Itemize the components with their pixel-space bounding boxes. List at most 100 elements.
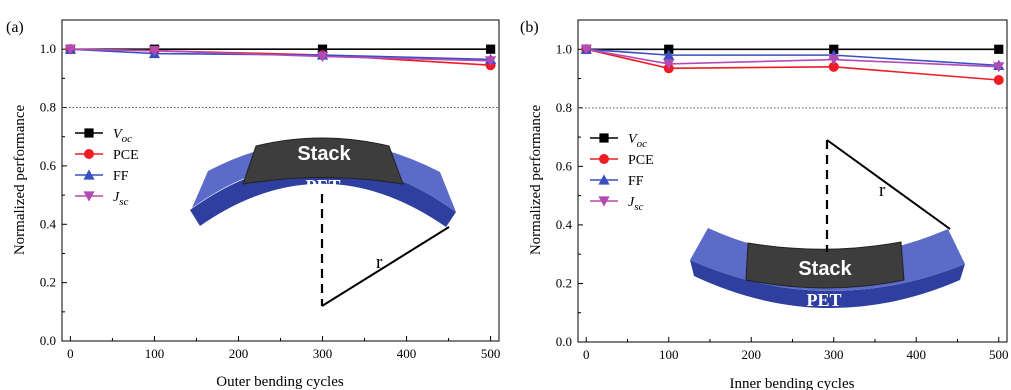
y-tick-label: 0.2 (556, 275, 572, 290)
data-point (64, 44, 77, 55)
data-point (828, 61, 839, 72)
x-axis-title: Outer bending cycles (216, 374, 344, 390)
panel-label: (a) (6, 19, 24, 36)
data-point (148, 46, 161, 57)
y-tick-label: 0.4 (40, 216, 57, 231)
data-point (994, 44, 1004, 54)
radius-label: r (376, 252, 383, 273)
legend-item-jsc: Jsc (75, 190, 128, 208)
pet-substrate-front (690, 260, 965, 309)
x-axis-title: Inner bending cycles (730, 376, 855, 390)
legend: Voc PCE FF Jsc (590, 132, 654, 213)
x-tick-label: 100 (145, 346, 165, 361)
radius-label: r (879, 180, 886, 201)
legend-marker (599, 154, 609, 164)
series-ff (580, 43, 1005, 70)
y-tick-label: 1.0 (40, 41, 56, 56)
legend-marker (84, 149, 94, 159)
data-point (828, 54, 840, 66)
y-tick-label: 0.2 (40, 275, 56, 290)
data-point (316, 51, 329, 63)
y-tick-label: 0.4 (556, 217, 573, 232)
legend-item-voc: Voc (590, 132, 647, 150)
data-point (829, 44, 839, 54)
series-jsc (64, 44, 497, 67)
legend-item-jsc: Jsc (590, 195, 643, 213)
series-layer (64, 43, 497, 71)
legend-item-ff: FF (590, 174, 644, 189)
y-tick-label: 0.6 (40, 158, 57, 173)
y-tick-label: 0.8 (556, 100, 572, 115)
legend-item-voc: Voc (75, 127, 132, 145)
data-point (993, 75, 1004, 86)
stack-layer (242, 137, 404, 185)
stack-label: Stack (798, 258, 852, 280)
y-axis-title: Normalized performance (12, 104, 28, 255)
panel-b: (b) 0 100 200 300 400 500 0.0 0.2 0.4 0.6 0.8 1.0 S… (520, 19, 1009, 390)
legend-label: Voc (113, 127, 132, 145)
legend: Voc PCE FF Jsc (75, 127, 139, 208)
legend-marker (598, 196, 610, 207)
series-line (70, 48, 491, 62)
series-jsc (580, 44, 1005, 73)
legend-marker (598, 174, 610, 185)
legend-item-ff: FF (75, 169, 129, 184)
legend-label: FF (628, 174, 644, 189)
x-tick-label: 100 (659, 347, 679, 362)
legend-label: Jsc (113, 190, 128, 208)
data-point (664, 44, 674, 54)
series-voc (581, 44, 1004, 54)
pet-label: PET (305, 176, 340, 196)
radius-line (826, 139, 951, 230)
x-tick-label: 500 (481, 346, 501, 361)
y-tick-label: 0.0 (40, 333, 56, 348)
data-point (484, 56, 497, 67)
legend-marker (83, 169, 95, 180)
stack-layer (745, 241, 905, 289)
axis-ticks: 0 100 200 300 400 500 0.0 0.2 0.4 0.6 0.8 1.0 (556, 19, 1009, 362)
x-tick-label: 0 (67, 346, 74, 361)
y-tick-label: 0.6 (556, 158, 573, 173)
legend-item-pce: PCE (590, 153, 654, 168)
x-tick-label: 300 (313, 346, 333, 361)
axis-ticks: 0 100 200 300 400 500 0.0 0.2 0.4 0.6 0.8 1.0 (40, 19, 501, 361)
data-point (580, 44, 592, 55)
legend-label: FF (113, 169, 129, 184)
legend-label: PCE (113, 148, 139, 163)
series-layer (580, 43, 1005, 86)
x-tick-label: 400 (907, 347, 927, 362)
x-tick-label: 200 (742, 347, 762, 362)
stack-label: Stack (297, 143, 351, 165)
legend-marker (599, 133, 609, 143)
legend-label: Voc (628, 132, 647, 150)
series-line (586, 48, 999, 68)
y-tick-label: 0.8 (40, 100, 56, 115)
legend-marker (84, 128, 94, 138)
series-line (586, 48, 999, 67)
data-point (485, 44, 496, 54)
bending-schematic: Stack PET r (690, 139, 965, 310)
data-point (317, 44, 328, 54)
data-point (663, 59, 675, 70)
x-tick-label: 400 (397, 346, 417, 361)
radius-line (321, 226, 450, 307)
y-tick-label: 0.0 (556, 334, 572, 349)
data-point (993, 62, 1005, 73)
x-tick-label: 300 (824, 347, 844, 362)
pet-label: PET (806, 290, 841, 310)
panel-a: (a) 0 100 200 300 400 500 0.0 0.2 0.4 0.6 0.8 1.0 S… (6, 19, 500, 390)
x-tick-label: 500 (989, 347, 1009, 362)
legend-marker (83, 191, 95, 202)
panel-label: (b) (520, 19, 539, 36)
legend-label: Jsc (628, 195, 643, 213)
x-tick-label: 200 (229, 346, 249, 361)
legend-label: PCE (628, 153, 654, 168)
y-tick-label: 1.0 (556, 41, 572, 56)
x-tick-label: 0 (583, 347, 590, 362)
bending-schematic: Stack PET r (190, 137, 456, 307)
series-line (586, 48, 999, 81)
legend-item-pce: PCE (75, 148, 139, 163)
y-axis-title: Normalized performance (528, 104, 544, 255)
data-point (663, 49, 675, 60)
